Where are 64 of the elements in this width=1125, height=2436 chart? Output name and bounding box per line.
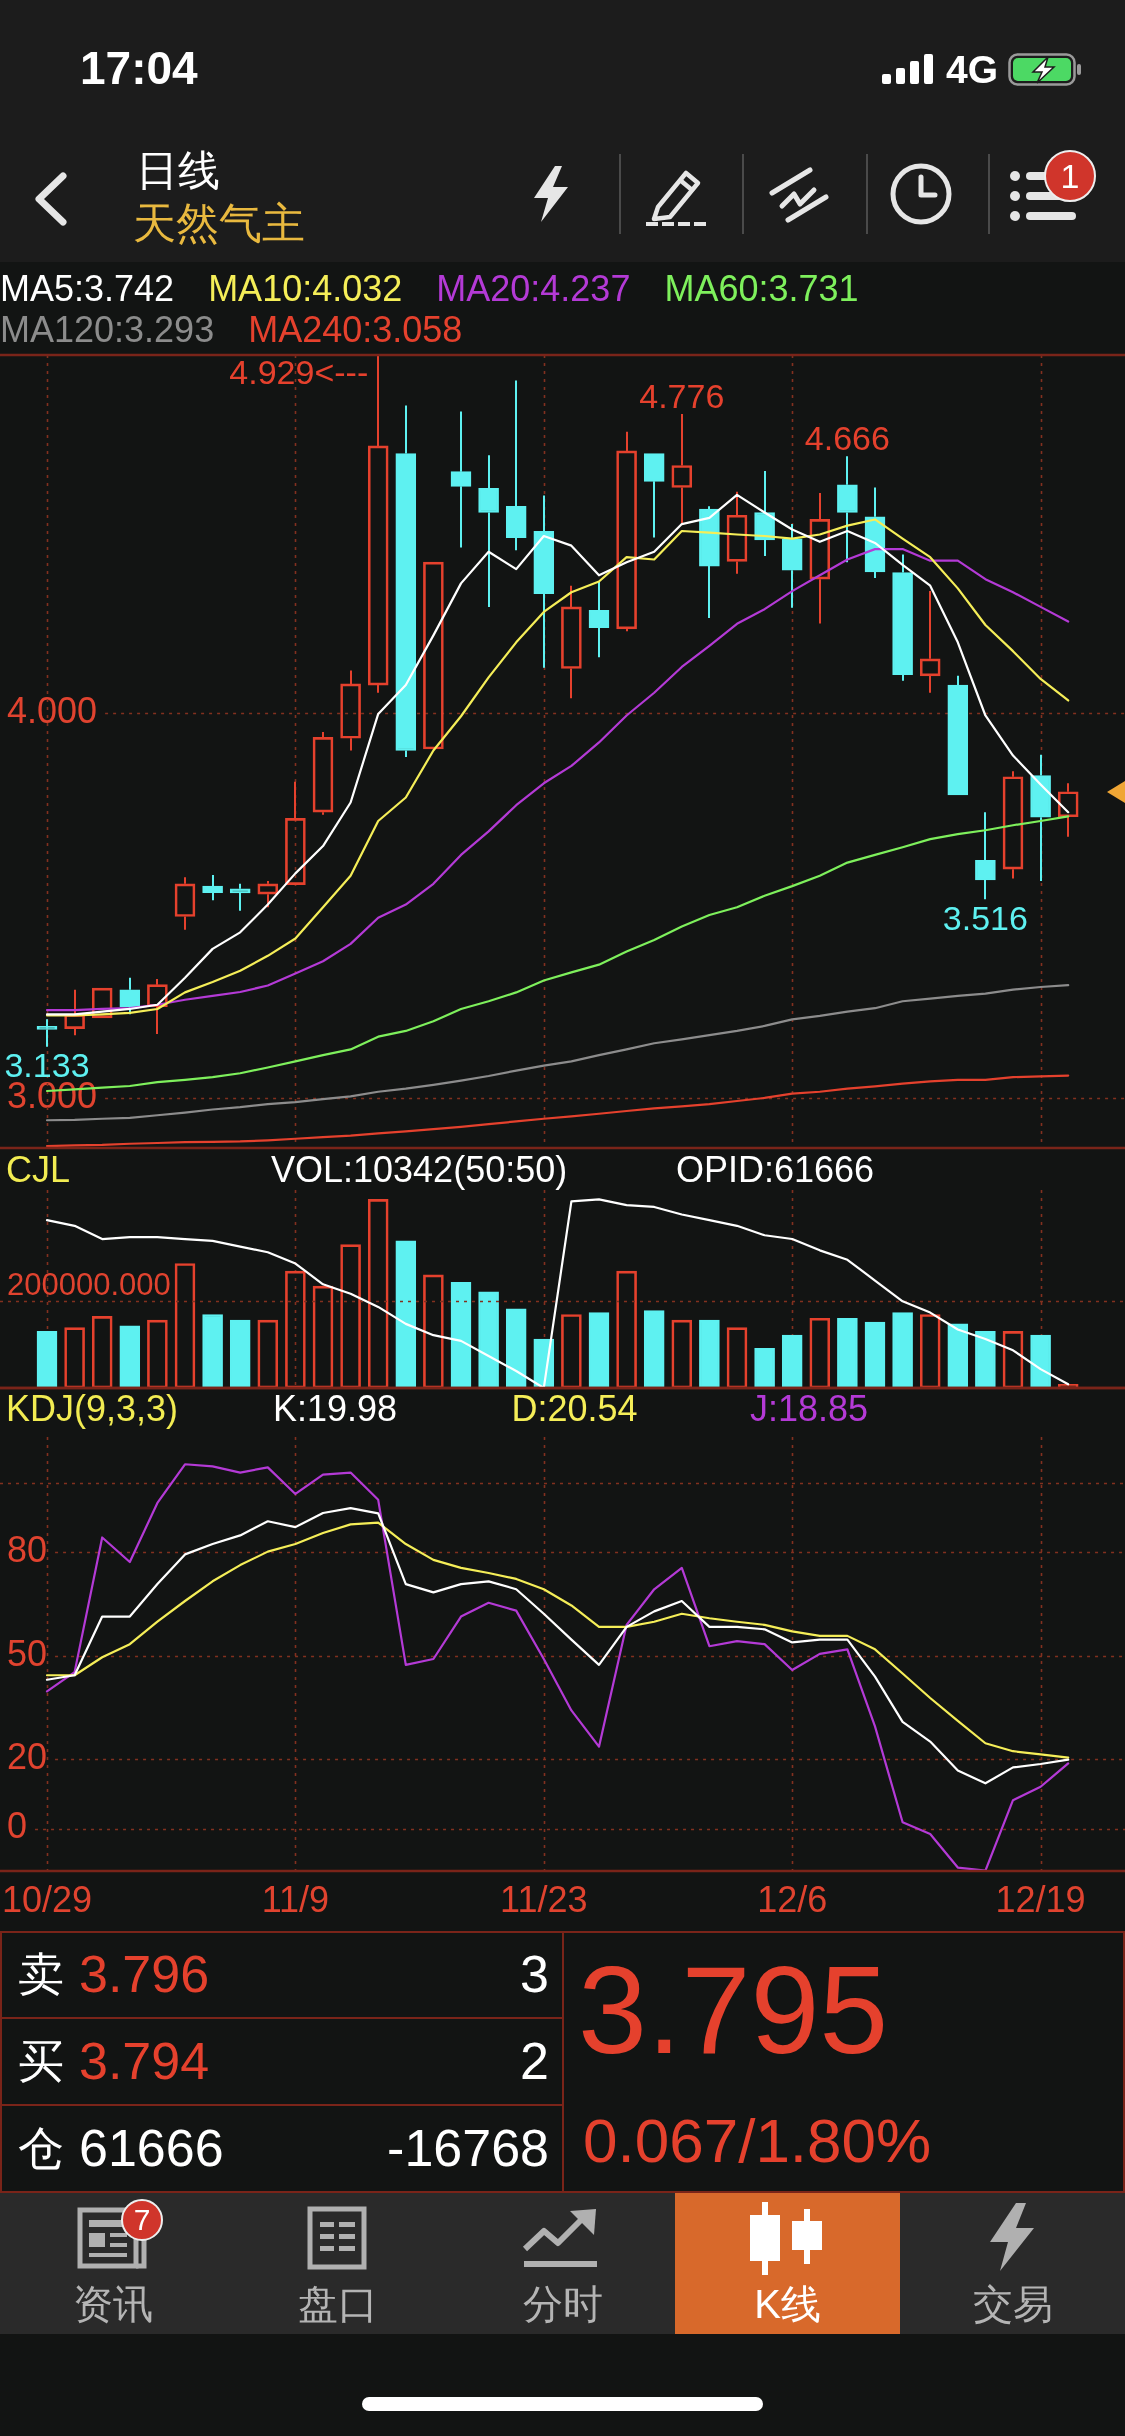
text: 3.794 (79, 2032, 210, 2090)
text: 4G (946, 48, 999, 91)
candlestick (975, 811, 996, 901)
y-tick-label: 4.000 (7, 689, 98, 731)
candlestick (892, 553, 913, 682)
text: VOL:10342(50:50) (271, 1149, 568, 1190)
x-tick-label: 12/19 (995, 1878, 1086, 1920)
annotation: 200000.000 (7, 1266, 171, 1302)
candlestick (588, 580, 610, 659)
text: MA120:3.293 (0, 309, 215, 350)
text: MA60:3.731 (664, 268, 859, 309)
text: 资讯 (71, 2282, 154, 2326)
x-tick-label: 10/29 (1, 1878, 93, 1920)
x-tick-label: 11/23 (500, 1878, 588, 1920)
candlestick (699, 505, 720, 620)
annotation: 4.929<--- (229, 353, 369, 392)
series-label: OPID:61666 (676, 1149, 875, 1190)
candlestick (505, 379, 527, 552)
text: 61666 (79, 2119, 224, 2177)
text: 3.795 (578, 1941, 889, 2079)
y-tick-label: 50 (7, 1632, 48, 1674)
chart-subtitle: 天然气主 (133, 199, 305, 247)
text: MA240:3.058 (248, 309, 463, 350)
text: MA10:4.032 (208, 268, 403, 309)
candlestick (202, 873, 223, 902)
text: 3 (520, 1945, 549, 2003)
text: 0.067/1.80% (583, 2106, 932, 2175)
text: 交易 (971, 2282, 1054, 2326)
text: K:19.98 (273, 1388, 398, 1429)
text: 买 (18, 2035, 64, 2087)
x-tick-label: 11/9 (261, 1878, 330, 1920)
text: 卖 (18, 1948, 64, 2000)
annotation: 4.776 (639, 376, 725, 415)
text: -16768 (387, 2119, 549, 2177)
y-tick-label: 0 (7, 1805, 28, 1847)
candlestick (1030, 753, 1051, 883)
text: 分时 (521, 2282, 604, 2326)
text: D:20.54 (511, 1388, 638, 1429)
candlestick (781, 523, 803, 609)
candlestick (837, 455, 858, 564)
x-tick-label: 12/6 (757, 1878, 828, 1920)
chart-title: KDJ(9,3,3) (6, 1388, 179, 1429)
candlestick (395, 404, 417, 759)
y-tick-label: 20 (7, 1736, 48, 1778)
chart-title: 日线 (136, 147, 220, 194)
text: 仓 (18, 2122, 64, 2174)
chart-title: CJL (6, 1149, 71, 1190)
text: MA5:3.742 (0, 268, 175, 309)
candlestick (478, 454, 499, 608)
candlestick (947, 674, 969, 796)
text: K线 (753, 2282, 822, 2326)
text: 2 (520, 2032, 549, 2090)
text: 17:04 (80, 42, 198, 94)
candlestick (229, 882, 251, 912)
text: J:18.85 (750, 1388, 869, 1429)
text: 盘口 (296, 2282, 379, 2326)
candlestick (533, 494, 555, 669)
annotation: 4.666 (804, 419, 890, 458)
candlestick (643, 453, 665, 539)
y-tick-label: 80 (7, 1529, 48, 1571)
text: 3.796 (79, 1945, 210, 2003)
candlestick (450, 410, 472, 549)
annotation: 3.516 (942, 898, 1028, 937)
text: MA20:4.237 (436, 268, 631, 309)
